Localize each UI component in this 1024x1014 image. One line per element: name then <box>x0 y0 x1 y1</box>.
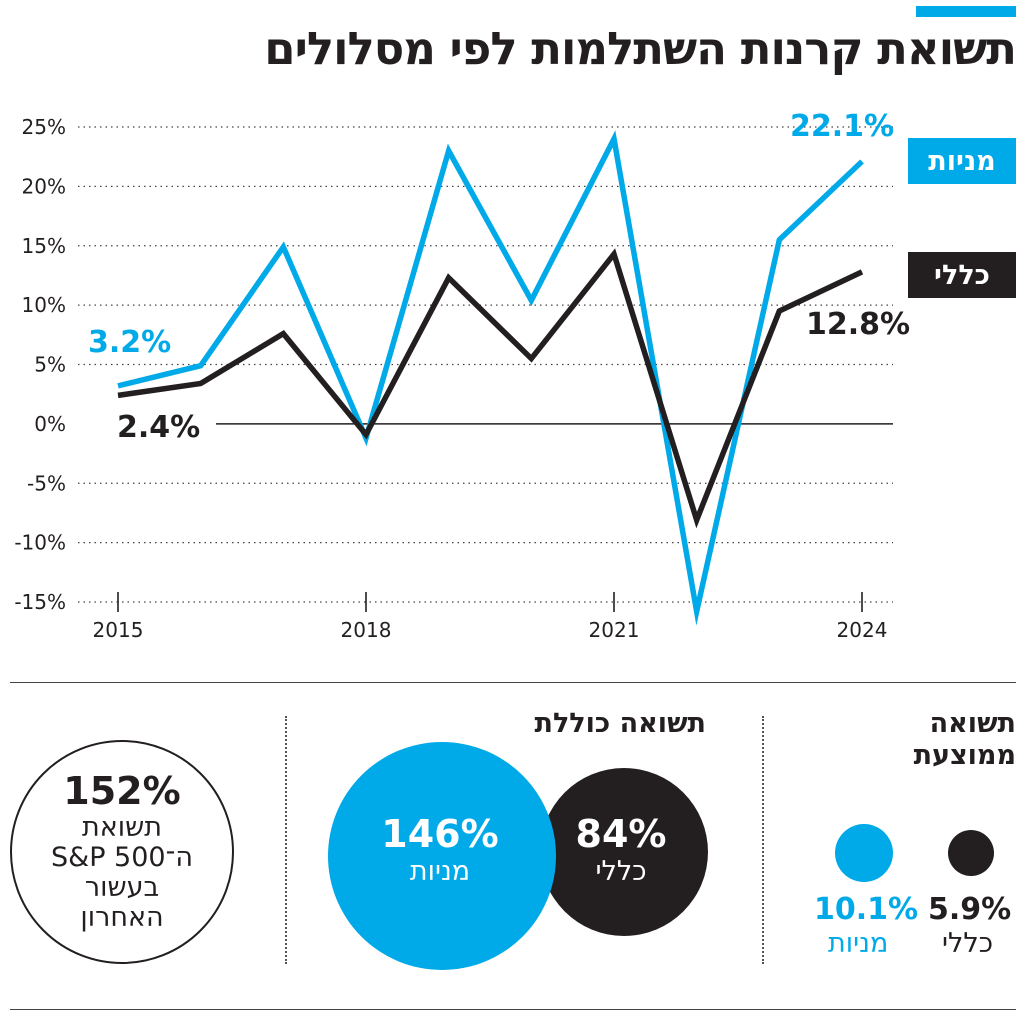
sp500-value: 152% <box>63 769 181 813</box>
label-stocks-2024: 22.1% <box>790 109 894 144</box>
legend-general: כללי <box>908 252 1016 298</box>
y-tick-label: 0% <box>34 412 66 436</box>
average-title-line1: תשואה <box>929 708 1016 739</box>
total-general-circle <box>540 768 708 936</box>
label-general-2015: 2.4% <box>117 410 200 445</box>
total-general-label: כללי <box>595 856 647 887</box>
legend-stocks: מניות <box>908 138 1016 184</box>
section-divider-top <box>10 682 1016 683</box>
average-stocks-dot <box>835 824 893 882</box>
y-tick-label: -15% <box>14 590 66 614</box>
y-tick-label: -10% <box>14 531 66 555</box>
average-general-value: 5.9% <box>928 892 1012 927</box>
dotted-separator-right <box>762 716 764 964</box>
line-chart: 25% 20% 15% 10% 5% 0% -5% -10% -15% 2015 2018 2021… <box>14 109 910 642</box>
dotted-separator-left <box>285 716 287 964</box>
label-general-2024: 12.8% <box>806 307 910 342</box>
sp500-line2: ה־S&P 500 <box>51 841 193 873</box>
label-stocks-2015: 3.2% <box>88 325 171 360</box>
series-stocks-line <box>117 130 864 626</box>
sp500-line1: תשואת <box>81 811 163 843</box>
y-tick-label: -5% <box>27 471 66 495</box>
sp500-line4: האחרון <box>80 902 164 934</box>
x-axis-ticks: 2015 2018 2021 2024 <box>93 592 888 642</box>
series-general-line <box>117 248 864 529</box>
average-general-label: כללי <box>942 928 994 959</box>
total-general-text: 84% כללי <box>558 812 684 887</box>
average-return-title: תשואה ממוצעת <box>914 708 1016 773</box>
sp500-circle <box>10 740 234 964</box>
y-tick-label: 25% <box>22 115 66 139</box>
accent-bar <box>916 6 1016 17</box>
y-tick-label: 10% <box>22 293 66 317</box>
average-title-line2: ממוצעת <box>913 740 1016 772</box>
total-stocks-label: מניות <box>409 856 471 887</box>
y-tick-label: 5% <box>34 353 66 377</box>
total-general-value: 84% <box>575 812 667 856</box>
sp500-text: 152% תשואת ה־S&P 500 בעשור האחרון <box>22 770 222 933</box>
average-stocks-value: 10.1% <box>814 892 919 927</box>
annotation-layer: 3.2% 22.1% 2.4% 12.8% <box>88 109 910 445</box>
x-tick-label: 2024 <box>837 618 888 642</box>
x-tick-label: 2018 <box>341 618 392 642</box>
total-stocks-circle <box>328 742 556 970</box>
chart-title: תשואת קרנות השתלמות לפי מסלולים <box>264 22 1017 75</box>
sp500-line3: בעשור <box>84 872 160 904</box>
total-stocks-value: 146% <box>381 812 499 856</box>
average-stocks-label: מניות <box>828 928 889 959</box>
total-stocks-text: 146% מניות <box>362 812 518 887</box>
grid-layer <box>78 126 893 603</box>
average-general-dot <box>948 830 994 876</box>
y-tick-label: 15% <box>22 234 66 258</box>
x-tick-label: 2015 <box>93 618 144 642</box>
section-divider-bottom <box>10 1009 1016 1010</box>
series-layer <box>117 130 864 626</box>
x-tick-label: 2021 <box>589 618 640 642</box>
y-tick-label: 20% <box>22 174 66 198</box>
y-axis-ticks: 25% 20% 15% 10% 5% 0% -5% -10% -15% <box>14 115 66 614</box>
total-return-title: תשואה כוללת <box>534 708 706 739</box>
